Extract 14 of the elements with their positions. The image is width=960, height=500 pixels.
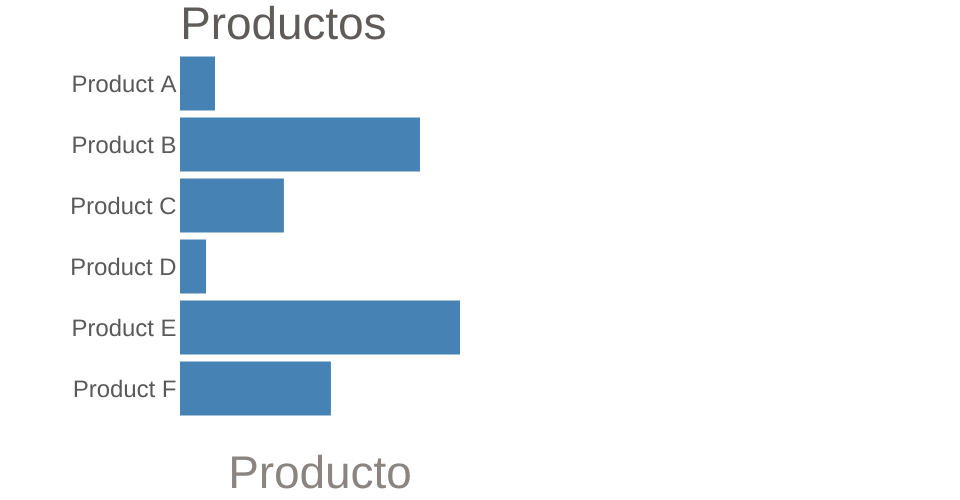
chart-title: Productos (184, 6, 385, 40)
bar (180, 178, 284, 232)
bar (180, 56, 216, 110)
bar (180, 300, 460, 354)
bar (180, 361, 331, 416)
y-tick-label: Product E (73, 318, 176, 336)
y-tick-label: Product B (73, 136, 176, 154)
y-tick-label: Product F (74, 380, 176, 398)
y-tick-label: Product C (72, 196, 176, 214)
bar (180, 240, 206, 294)
y-tick-label: Product A (73, 74, 176, 92)
bar (180, 118, 420, 172)
x-axis-title: Producto (232, 454, 410, 488)
y-tick-label: Product D (72, 258, 176, 276)
